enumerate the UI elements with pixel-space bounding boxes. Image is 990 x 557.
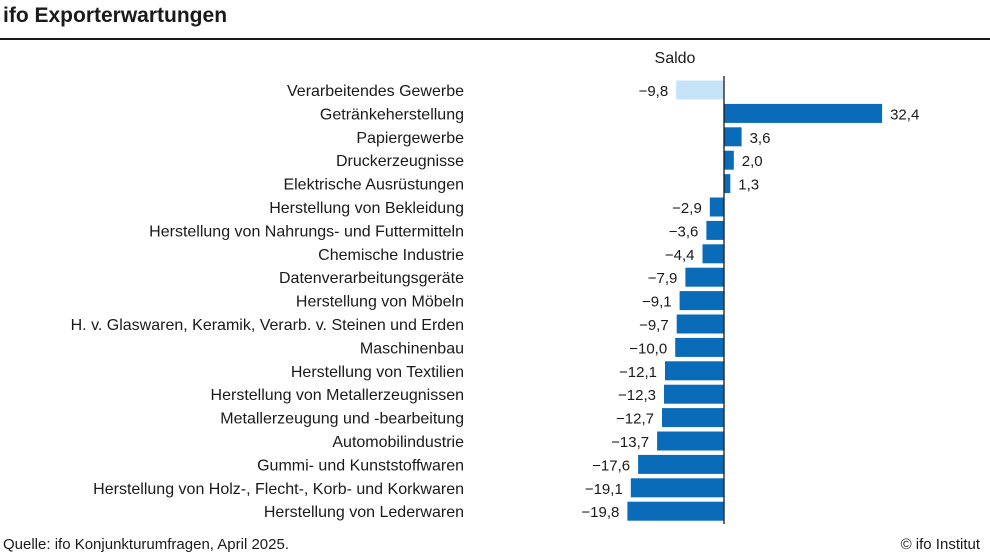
bar — [706, 220, 724, 240]
value-label: −19,8 — [581, 504, 619, 521]
title-rule — [0, 38, 990, 40]
value-label: −19,1 — [585, 481, 623, 498]
copyright-note: © ifo Institut — [900, 536, 980, 553]
bar — [709, 197, 724, 217]
category-label: Herstellung von Holz-, Flecht-, Korb- un… — [93, 481, 464, 498]
category-label: Elektrische Ausrüstungen — [283, 177, 464, 194]
value-label: −9,7 — [639, 317, 669, 334]
bar — [724, 127, 742, 147]
category-label: Herstellung von Bekleidung — [269, 200, 464, 217]
bar — [657, 431, 724, 451]
value-label: −2,9 — [672, 200, 702, 217]
category-label: Papiergewerbe — [356, 130, 464, 147]
value-label: −4,4 — [665, 247, 695, 264]
category-label: Herstellung von Textilien — [291, 364, 464, 381]
category-label: Herstellung von Metallerzeugnissen — [211, 387, 464, 404]
bar — [702, 244, 724, 264]
category-label: Gummi- und Kunststoffwaren — [257, 457, 464, 474]
category-label: Herstellung von Lederwaren — [264, 504, 464, 521]
category-label: Automobilindustrie — [332, 434, 464, 451]
value-label: 2,0 — [742, 153, 763, 170]
category-label: H. v. Glaswaren, Keramik, Verarb. v. Ste… — [71, 317, 464, 334]
category-label: Chemische Industrie — [318, 247, 464, 264]
value-label: −12,1 — [619, 364, 657, 381]
category-label: Druckerzeugnisse — [336, 153, 464, 170]
category-label: Herstellung von Nahrungs- und Futtermitt… — [149, 223, 464, 240]
bar — [675, 337, 724, 357]
source-note: Quelle: ifo Konjunkturumfragen, April 20… — [3, 536, 290, 553]
bar — [724, 103, 883, 123]
value-label: −9,1 — [642, 294, 672, 311]
value-label: −7,9 — [648, 270, 678, 287]
bar — [679, 291, 724, 311]
value-label: 32,4 — [890, 106, 919, 123]
category-label: Verarbeitendes Gewerbe — [287, 83, 464, 100]
chart-title: ifo Exporterwartungen — [3, 4, 228, 27]
bar — [724, 174, 731, 194]
bar — [638, 454, 724, 474]
bar — [630, 478, 724, 498]
value-label: −13,7 — [611, 434, 649, 451]
value-label: −9,8 — [639, 83, 669, 100]
value-label: −12,7 — [616, 411, 654, 428]
category-label: Herstellung von Möbeln — [296, 294, 464, 311]
value-label: −17,6 — [592, 457, 630, 474]
bar — [724, 150, 734, 170]
category-label: Metallerzeugung und -bearbeitung — [220, 411, 464, 428]
category-label: Datenverarbeitungsgeräte — [279, 270, 464, 287]
category-label: Getränkeherstellung — [320, 106, 464, 123]
value-label: 3,6 — [750, 130, 771, 147]
value-label: 1,3 — [738, 177, 759, 194]
column-header-saldo: Saldo — [654, 50, 696, 67]
bar — [685, 267, 724, 287]
bar — [676, 80, 724, 100]
bar — [662, 408, 724, 428]
value-label: −10,0 — [629, 340, 667, 357]
bar — [627, 501, 724, 521]
category-label: Maschinenbau — [360, 340, 464, 357]
bar — [664, 384, 724, 404]
value-label: −3,6 — [669, 223, 699, 240]
bar — [665, 361, 724, 381]
value-label: −12,3 — [618, 387, 656, 404]
bar — [676, 314, 724, 334]
